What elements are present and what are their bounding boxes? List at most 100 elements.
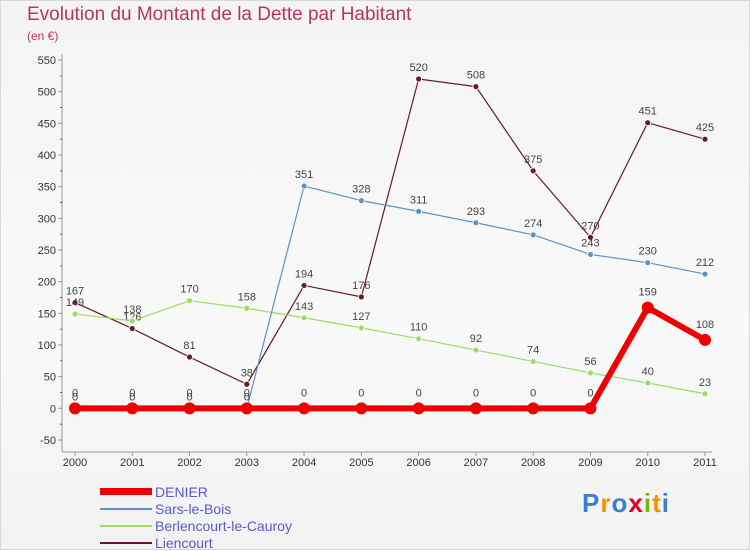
data-point-liencourt (71, 299, 79, 306)
legend-item-denier: DENIER (100, 483, 292, 500)
x-tick-label: 2003 (235, 457, 259, 469)
data-label-berlencourt-le-cauroy: 56 (584, 356, 596, 368)
data-label-berlencourt-le-cauroy: 149 (66, 297, 84, 309)
data-point-berlencourt-le-cauroy (472, 346, 480, 354)
data-label-denier: 159 (639, 287, 657, 299)
legend-swatch (100, 488, 152, 495)
y-tick-label: 0 (50, 403, 56, 415)
series-line-liencourt (74, 78, 706, 385)
data-label-sars-le-bois: 328 (352, 184, 370, 196)
legend-label: Sars-le-Bois (155, 500, 232, 517)
x-tick-label: 2009 (578, 457, 602, 469)
data-label-liencourt: 38 (241, 367, 253, 379)
data-point-berlencourt-le-cauroy (128, 317, 136, 325)
data-point-berlencourt-le-cauroy (71, 310, 79, 318)
data-label-liencourt: 425 (696, 122, 714, 134)
data-label-sars-le-bois: 311 (410, 194, 428, 206)
logo-letter: o (611, 488, 629, 518)
data-label-sars-le-bois: 0 (244, 391, 250, 403)
x-tick-label: 2007 (464, 457, 488, 469)
data-point-sars-le-bois (357, 197, 365, 205)
data-point-sars-le-bois (472, 219, 480, 227)
legend-label: DENIER (155, 483, 208, 500)
data-point-denier (183, 402, 196, 415)
data-label-sars-le-bois: 0 (186, 391, 192, 403)
data-label-liencourt: 81 (183, 340, 195, 352)
data-label-denier: 0 (244, 387, 250, 399)
chart-subtitle: (en €) (27, 29, 59, 43)
data-label-liencourt: 508 (467, 70, 485, 82)
y-tick-label: 500 (38, 87, 56, 99)
legend-swatch (100, 541, 152, 544)
data-point-berlencourt-le-cauroy (300, 314, 308, 322)
data-label-denier: 0 (416, 387, 422, 399)
data-label-berlencourt-le-cauroy: 170 (180, 284, 198, 296)
data-point-denier (69, 402, 81, 415)
legend-item-sars-le-bois: Sars-le-Bois (100, 500, 292, 517)
x-tick-label: 2006 (406, 457, 430, 469)
data-label-denier: 0 (358, 387, 364, 399)
data-point-berlencourt-le-cauroy (644, 379, 652, 387)
data-point-sars-le-bois (300, 182, 308, 190)
series-line-denier (72, 304, 708, 412)
data-label-berlencourt-le-cauroy: 74 (527, 344, 539, 356)
data-point-denier (469, 402, 482, 415)
logo-letter: x (628, 488, 644, 518)
data-point-berlencourt-le-cauroy (186, 297, 193, 305)
data-label-sars-le-bois: 0 (72, 391, 78, 403)
data-point-denier (126, 402, 139, 415)
x-tick-label: 2005 (349, 457, 373, 469)
x-tick-label: 2004 (292, 457, 316, 469)
legend-item-liencourt: Liencourt (100, 534, 292, 551)
data-point-liencourt (472, 83, 480, 90)
logo-letter: i (643, 488, 653, 518)
x-tick-label: 2002 (177, 457, 201, 469)
logo-letter: t (652, 488, 662, 518)
data-point-sars-le-bois (587, 251, 594, 258)
data-point-denier (699, 333, 711, 346)
data-label-sars-le-bois: 293 (467, 206, 485, 218)
chart-legend: DENIER Sars-le-Bois Berlencourt-le-Cauro… (100, 483, 292, 551)
data-label-liencourt: 520 (409, 62, 427, 74)
data-point-liencourt (357, 293, 365, 301)
x-tick-label: 2000 (63, 457, 87, 469)
data-point-denier (298, 402, 311, 415)
data-point-sars-le-bois (415, 207, 423, 215)
data-point-sars-le-bois (644, 259, 652, 267)
data-label-denier: 0 (186, 387, 192, 399)
data-point-berlencourt-le-cauroy (701, 390, 709, 398)
legend-item-berlencourt-le-cauroy: Berlencourt-le-Cauroy (100, 517, 292, 534)
y-tick-label: 350 (38, 182, 56, 194)
x-tick-label: 2008 (521, 457, 545, 469)
data-label-berlencourt-le-cauroy: 138 (123, 304, 141, 316)
series-line-berlencourt-le-cauroy (74, 300, 706, 395)
legend-label: Liencourt (155, 534, 213, 551)
data-point-liencourt (300, 282, 308, 289)
x-tick-label: 2010 (635, 457, 659, 469)
proxiti-logo: Proxiti (582, 488, 670, 519)
data-point-sars-le-bois (529, 231, 537, 239)
data-label-sars-le-bois: 0 (129, 391, 135, 403)
data-label-sars-le-bois: 243 (581, 237, 599, 249)
data-label-denier: 0 (72, 387, 78, 399)
data-label-denier: 108 (696, 319, 714, 331)
data-label-liencourt: 451 (639, 106, 657, 118)
data-point-denier (240, 402, 253, 415)
data-point-liencourt (128, 325, 136, 332)
y-tick-label: 250 (38, 245, 56, 257)
y-tick-label: 150 (38, 308, 56, 320)
data-label-sars-le-bois: 230 (639, 246, 657, 258)
y-tick-label: 400 (38, 150, 56, 162)
data-point-berlencourt-le-cauroy (243, 304, 251, 312)
data-label-denier: 0 (129, 387, 135, 399)
data-point-liencourt (415, 75, 423, 83)
data-label-sars-le-bois: 212 (696, 257, 714, 269)
y-tick-label: 550 (38, 55, 56, 67)
data-point-denier (412, 402, 425, 415)
x-tick-label: 2011 (693, 457, 717, 469)
data-label-liencourt: 194 (295, 268, 313, 280)
data-point-denier (584, 402, 597, 415)
logo-letter: P (582, 488, 601, 518)
data-point-liencourt (186, 353, 193, 361)
